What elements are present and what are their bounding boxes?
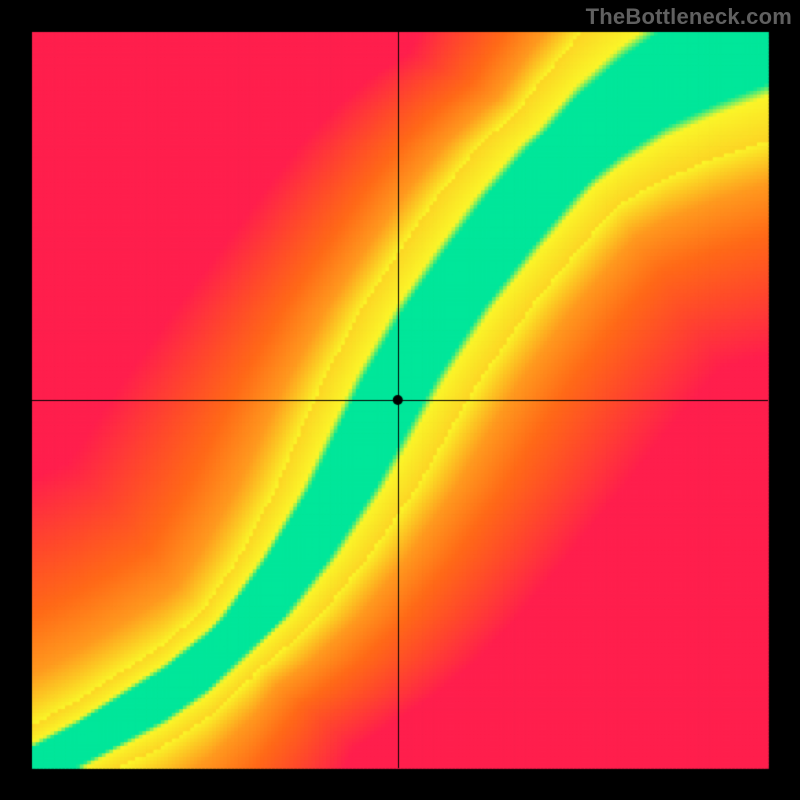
bottleneck-heatmap-canvas: [0, 0, 800, 800]
chart-container: TheBottleneck.com: [0, 0, 800, 800]
